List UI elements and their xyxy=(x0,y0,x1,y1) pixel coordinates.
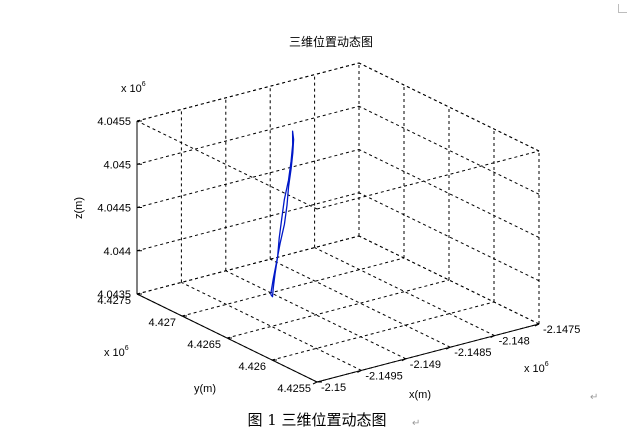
axis-labels: 三维位置动态图 x(m) y(m) z(m) xyxy=(73,34,431,401)
grid-back-z-2 xyxy=(136,149,360,208)
tick-labels: -2.15 -2.1495 -2.149 -2.1485 -2.148 -2.1475 4.… xyxy=(97,81,580,395)
x-tick-mark-4 xyxy=(490,335,495,339)
y-tick-label-3: 4.427 xyxy=(148,317,176,329)
z-tick-label-0: 4.0435 xyxy=(97,289,131,301)
y-tick-label-0: 4.4255 xyxy=(277,383,311,395)
x-axis-line xyxy=(316,323,540,383)
grid-floor-y-1 xyxy=(271,301,495,361)
z-tick-label-1: 4.044 xyxy=(103,246,131,258)
y-exponent-label: x 106 xyxy=(104,345,129,359)
x-tick-label-3: -2.1485 xyxy=(454,347,491,359)
paragraph-mark-top: ↵ xyxy=(590,392,599,403)
series-group xyxy=(270,130,295,298)
figure-caption: 图 1 三维位置动态图 xyxy=(247,411,387,429)
x-tick-label-0: -2.15 xyxy=(321,382,346,394)
grid-floor-x-4 xyxy=(314,247,495,337)
grid-floor-y-2 xyxy=(226,279,450,339)
axes-box xyxy=(136,62,540,383)
x-tick-mark-2 xyxy=(401,358,407,362)
y-tick-label-2: 4.4265 xyxy=(187,339,221,351)
paragraph-mark-caption: ↵ xyxy=(412,418,421,429)
x-exponent-label: x 106 xyxy=(524,361,549,375)
grid-lines xyxy=(136,62,540,383)
y-tick-label-1: 4.426 xyxy=(238,361,266,373)
box-top-back xyxy=(136,62,360,122)
x-tick-mark-3 xyxy=(445,346,451,350)
grid-floor-x-3 xyxy=(269,258,451,348)
y-tick-label-4: 4.4275 xyxy=(97,295,131,307)
grid-back-z-3 xyxy=(136,105,360,165)
page-corner-mark xyxy=(618,4,627,13)
series-line-0 xyxy=(270,130,295,298)
z-tick-label-2: 4.0445 xyxy=(97,203,131,215)
z-tick-label-4: 4.0455 xyxy=(97,116,131,128)
grid-floor-y-3 xyxy=(181,257,405,317)
z-exponent-label: x 106 xyxy=(121,81,146,95)
z-tick-label-3: 4.045 xyxy=(103,159,131,171)
y-axis-label: y(m) xyxy=(194,383,216,395)
grid-back-z-1 xyxy=(136,192,360,252)
x-tick-label-2: -2.149 xyxy=(410,359,441,371)
chart-title: 三维位置动态图 xyxy=(289,34,373,49)
x-tick-mark-1 xyxy=(357,369,362,373)
x-tick-label-1: -2.1495 xyxy=(365,370,402,382)
x-tick-mark-5 xyxy=(534,323,540,327)
grid-back-z-0 xyxy=(136,235,360,295)
box-top-front xyxy=(316,150,540,210)
x-axis-label: x(m) xyxy=(409,389,431,401)
x-tick-label-4: -2.148 xyxy=(499,336,530,348)
x-tick-label-5: -2.1475 xyxy=(543,324,580,336)
z-axis-label: z(m) xyxy=(73,197,85,219)
x-tick-mark-0 xyxy=(312,381,318,385)
